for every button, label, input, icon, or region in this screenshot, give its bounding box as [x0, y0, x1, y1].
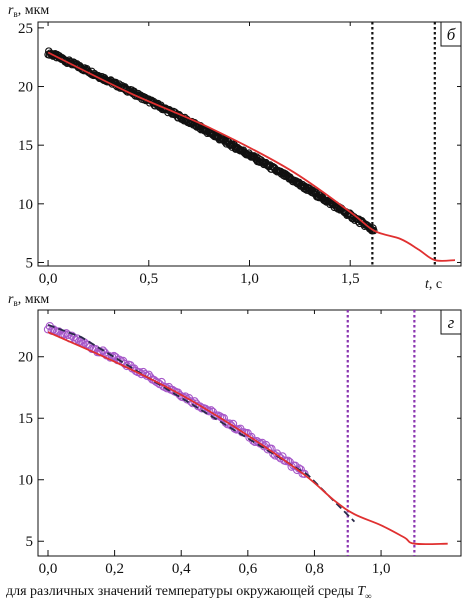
y-axis-units-g: , мкм	[18, 292, 50, 307]
y-axis-symbol-b: r	[8, 3, 14, 18]
x-axis-title-b: t, с	[425, 277, 442, 292]
axes-g: 0,0 0,2 0,4 0,6 0,8 1,0 5 10 15 20	[18, 310, 461, 577]
caption-subscript: ∞	[365, 590, 372, 601]
caption-text: для различных значений температуры окруж…	[6, 584, 354, 599]
plot-frame-g	[37, 309, 462, 557]
x-tick-label-g: 0,6	[238, 561, 257, 577]
data-marks-g	[43, 310, 448, 556]
x-tick-label-b: 0,5	[139, 271, 158, 287]
y-axis-subscript-g: в	[13, 298, 17, 308]
y-tick-label-g: 15	[18, 411, 33, 427]
panel-label-box-g	[440, 309, 462, 335]
data-point-g	[205, 407, 214, 416]
x-tick-label-b: 1,0	[240, 271, 259, 287]
panel-label-b: б	[447, 25, 456, 44]
x-axis-symbol-b: t	[425, 277, 430, 292]
x-tick-label-g: 0,8	[305, 561, 324, 577]
y-tick-label-b: 25	[18, 21, 33, 37]
data-marks-b	[44, 22, 456, 266]
y-axis-symbol-g: r	[8, 292, 14, 307]
x-tick-label-g: 0,0	[39, 561, 58, 577]
data-point-b	[370, 226, 378, 235]
data-point-g	[161, 383, 170, 392]
data-point-g	[300, 469, 309, 478]
chart-panel-b: 0,0 0,5 1,0 1,5 5 10 15 20 25 б rв, мкм t, с	[8, 3, 462, 292]
model-curve-b	[47, 51, 456, 262]
data-points-b	[44, 47, 378, 235]
data-point-g	[254, 438, 263, 447]
x-tick-label-g: 1,0	[372, 561, 391, 577]
y-tick-label-g: 5	[26, 534, 34, 550]
y-axis-subscript-b: в	[13, 9, 17, 19]
data-point-g	[225, 419, 234, 428]
y-axis-title-b: rв, мкм	[8, 3, 49, 19]
panel-label-g: г	[448, 313, 455, 332]
x-tick-label-b: 0,0	[39, 271, 58, 287]
data-point-g	[274, 452, 283, 461]
y-tick-label-g: 10	[18, 473, 33, 489]
plot-frame-b	[37, 21, 462, 267]
axes-b: 0,0 0,5 1,0 1,5 5 10 15 20 25	[18, 21, 461, 287]
y-tick-label-b: 20	[18, 80, 33, 96]
x-axis-units-b: , с	[429, 277, 442, 292]
chart-panel-g: 0,0 0,2 0,4 0,6 0,8 1,0 5 10 15 20 г rв, мкм	[8, 292, 462, 577]
model-curve-g	[47, 331, 448, 546]
x-tick-label-g: 0,4	[172, 561, 191, 577]
y-tick-label-b: 10	[18, 197, 33, 213]
y-tick-label-b: 15	[18, 138, 33, 154]
y-axis-title-g: rв, мкм	[8, 292, 49, 308]
y-tick-label-b: 5	[26, 255, 34, 271]
y-tick-label-g: 20	[18, 350, 33, 366]
x-tick-label-g: 0,2	[105, 561, 124, 577]
y-axis-units-b: , мкм	[18, 3, 50, 18]
x-tick-label-b: 1,5	[341, 271, 360, 287]
figure-caption: для различных значений температуры окруж…	[6, 584, 475, 601]
caption-symbol: T	[357, 584, 366, 599]
data-points-g	[43, 322, 309, 478]
panel-label-box-b	[440, 21, 462, 47]
data-point-g	[153, 378, 163, 387]
